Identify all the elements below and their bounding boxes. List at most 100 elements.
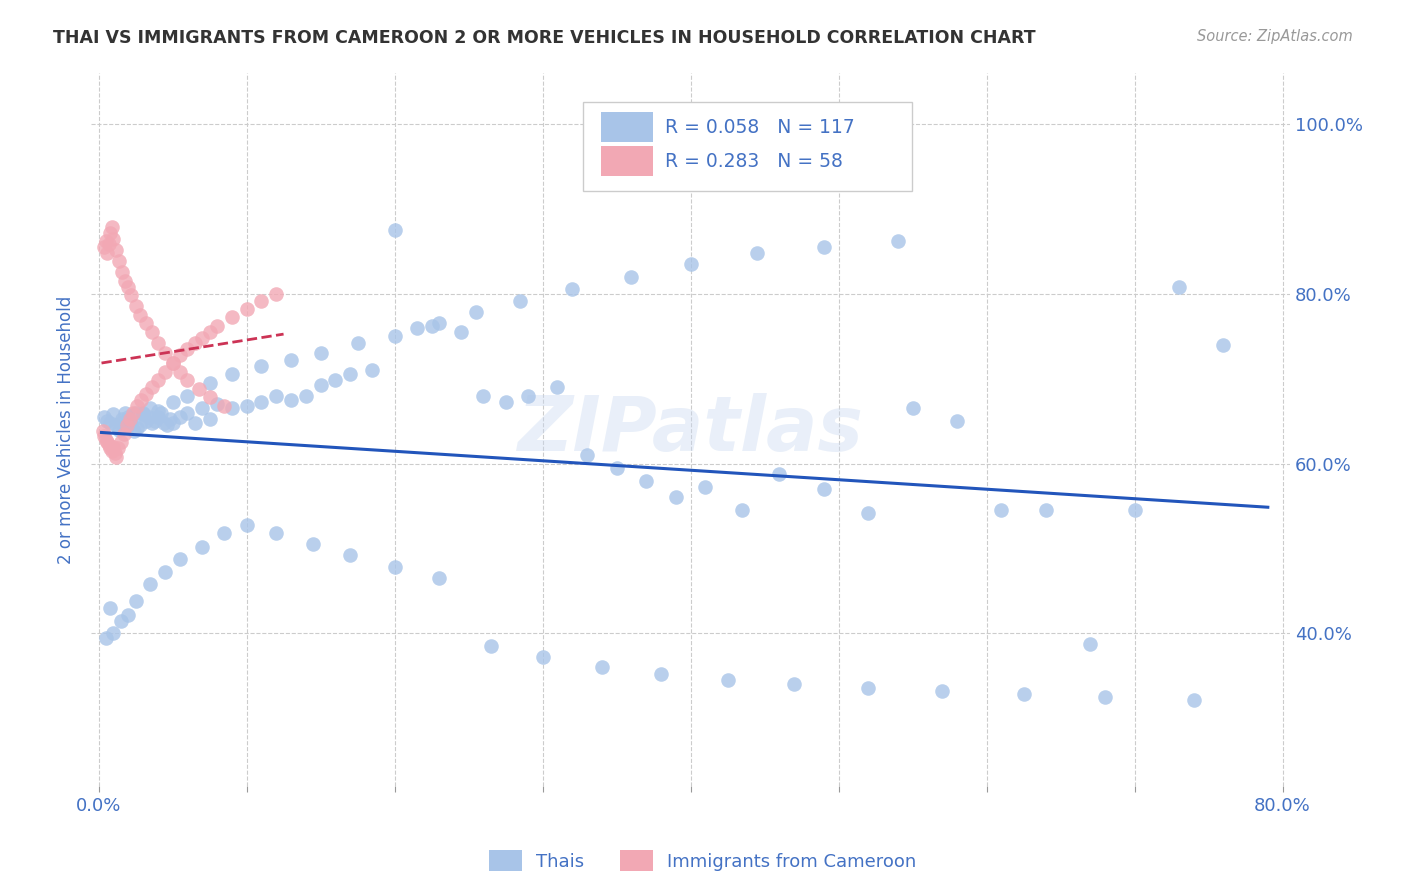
FancyBboxPatch shape	[600, 146, 654, 176]
Point	[384, 329, 406, 343]
Point	[665, 491, 688, 505]
Point	[131, 392, 153, 407]
Point	[472, 388, 495, 402]
Point	[856, 506, 879, 520]
Point	[325, 373, 347, 387]
Point	[636, 474, 658, 488]
Point	[111, 265, 134, 279]
Point	[546, 380, 568, 394]
Point	[111, 412, 134, 426]
Point	[309, 346, 332, 360]
Legend: Thais, Immigrants from Cameroon: Thais, Immigrants from Cameroon	[482, 843, 924, 879]
Point	[221, 401, 243, 416]
Point	[105, 418, 128, 433]
Point	[309, 378, 332, 392]
Point	[198, 325, 221, 339]
Point	[96, 435, 118, 450]
Point	[104, 446, 127, 460]
Point	[176, 388, 198, 402]
Point	[146, 373, 169, 387]
Point	[169, 409, 191, 424]
Text: THAI VS IMMIGRANTS FROM CAMEROON 2 OR MORE VEHICLES IN HOUSEHOLD CORRELATION CHA: THAI VS IMMIGRANTS FROM CAMEROON 2 OR MO…	[53, 29, 1036, 46]
Point	[132, 406, 155, 420]
Point	[346, 335, 368, 350]
Point	[139, 401, 162, 416]
Point	[103, 626, 125, 640]
Point	[93, 240, 115, 254]
Point	[856, 681, 879, 695]
Point	[1094, 690, 1116, 704]
Point	[169, 348, 191, 362]
Point	[117, 607, 139, 622]
Point	[114, 406, 136, 420]
Point	[156, 418, 179, 433]
Point	[198, 376, 221, 390]
Point	[747, 246, 769, 260]
Point	[120, 288, 142, 302]
Point	[188, 382, 211, 396]
Point	[427, 317, 450, 331]
FancyBboxPatch shape	[600, 112, 654, 142]
Point	[135, 317, 157, 331]
Point	[191, 540, 214, 554]
Point	[91, 424, 114, 438]
Point	[110, 435, 132, 450]
Point	[97, 237, 120, 252]
Point	[153, 346, 176, 360]
Point	[264, 388, 287, 402]
Point	[108, 423, 131, 437]
Point	[405, 320, 427, 334]
Point	[264, 526, 287, 541]
Point	[121, 406, 143, 420]
Point	[153, 365, 176, 379]
Point	[93, 429, 115, 443]
Point	[103, 440, 125, 454]
Point	[1168, 280, 1191, 294]
Point	[205, 318, 228, 333]
Point	[716, 673, 738, 687]
Point	[100, 226, 122, 240]
Point	[141, 380, 163, 394]
Point	[450, 325, 472, 339]
Point	[191, 331, 214, 345]
Point	[235, 517, 257, 532]
Point	[650, 667, 672, 681]
Point	[235, 399, 257, 413]
Y-axis label: 2 or more Vehicles in Household: 2 or more Vehicles in Household	[58, 295, 75, 564]
Point	[100, 600, 122, 615]
Point	[361, 363, 384, 377]
Point	[143, 414, 166, 428]
Point	[509, 293, 531, 308]
Point	[101, 443, 124, 458]
Point	[1123, 503, 1146, 517]
Point	[125, 421, 148, 435]
Point	[250, 395, 273, 409]
Text: ZIPatlas: ZIPatlas	[517, 392, 863, 467]
Point	[107, 442, 129, 456]
Text: R = 0.058   N = 117: R = 0.058 N = 117	[665, 118, 855, 136]
Point	[768, 467, 790, 481]
Point	[339, 368, 361, 382]
Point	[191, 401, 214, 416]
Point	[198, 390, 221, 404]
Point	[138, 409, 160, 424]
Point	[221, 310, 243, 325]
Point	[141, 416, 163, 430]
Point	[135, 414, 157, 428]
Point	[110, 416, 132, 430]
Point	[114, 274, 136, 288]
Point	[132, 407, 155, 421]
Point	[531, 650, 554, 665]
Point	[124, 406, 146, 420]
FancyBboxPatch shape	[582, 102, 912, 191]
Point	[146, 335, 169, 350]
Point	[135, 387, 157, 401]
Point	[264, 286, 287, 301]
Point	[108, 254, 131, 268]
Point	[120, 416, 142, 430]
Point	[250, 359, 273, 373]
Point	[117, 280, 139, 294]
Point	[100, 442, 122, 456]
Point	[495, 395, 517, 409]
Point	[125, 399, 148, 413]
